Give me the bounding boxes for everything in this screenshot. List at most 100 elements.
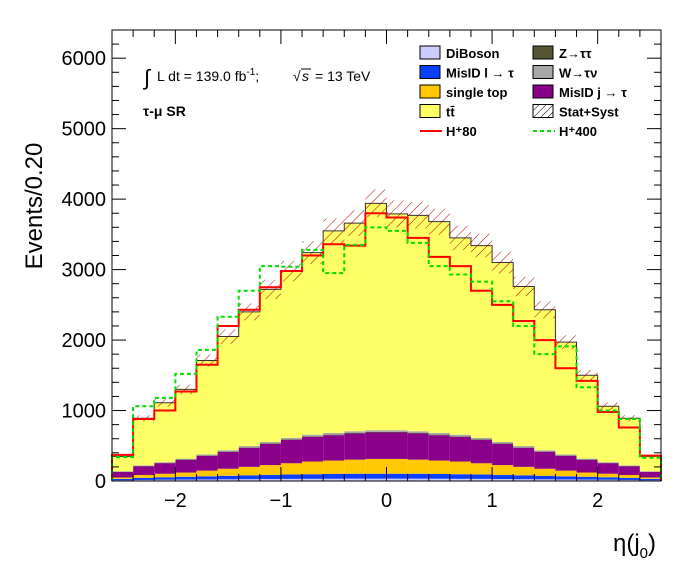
stat-syst-band-bin-5: [217, 329, 239, 344]
bar-5-bin-1: [133, 465, 155, 466]
bar-3-bin-1: [133, 466, 155, 476]
stat-syst-band-bin-14: [407, 202, 429, 229]
bar-2-bin-7: [259, 465, 281, 475]
bar-1-bin-0: [112, 478, 134, 481]
bar-5-bin-17: [470, 437, 493, 440]
bar-3-bin-10: [323, 435, 345, 461]
bar-3-bin-3: [175, 459, 197, 473]
bar-2-bin-21: [555, 470, 577, 477]
bar-2-bin-4: [196, 470, 218, 477]
bar-1-bin-8: [280, 474, 303, 479]
stat-syst-band-bin-22: [576, 370, 598, 381]
bar-2-bin-11: [344, 459, 366, 474]
bar-2-bin-5: [217, 468, 239, 476]
bar-2-bin-17: [470, 463, 493, 475]
svg-text:L dt = 139.0 fb-1;: L dt = 139.0 fb-1;: [157, 67, 259, 84]
bar-6-bin-24: [618, 418, 640, 466]
bar-0-bin-11: [344, 478, 366, 481]
bar-0-bin-14: [407, 478, 429, 481]
bar-0-bin-19: [513, 479, 535, 481]
bar-3-bin-22: [576, 459, 598, 473]
x-tick-label: 1: [487, 490, 498, 512]
stat-syst-band-bin-15: [428, 208, 450, 235]
bar-1-bin-1: [133, 477, 155, 480]
bar-6-bin-9: [302, 252, 324, 435]
bar-1-bin-22: [576, 476, 598, 480]
bar-3-bin-17: [470, 439, 493, 464]
bar-2-bin-24: [618, 475, 640, 478]
bar-4-bin-13: [386, 431, 408, 433]
bar-4-bin-12: [365, 431, 387, 433]
bar-5-bin-3: [175, 458, 197, 460]
bar-0-bin-21: [555, 479, 577, 481]
stat-syst-band-bin-2: [154, 398, 176, 407]
bar-0-bin-10: [323, 478, 345, 481]
bar-4-bin-17: [470, 439, 493, 440]
svg-text:Stat+Syst: Stat+Syst: [559, 105, 619, 120]
bar-6-bin-18: [492, 262, 514, 443]
svg-text:DiBoson: DiBoson: [446, 46, 500, 61]
stat-syst-band-bin-9: [302, 241, 324, 265]
bar-4-bin-11: [344, 433, 366, 434]
bar-0-bin-9: [302, 478, 324, 481]
bar-1-bin-21: [555, 476, 577, 480]
lumi-annotation: ∫ L dt = 139.0 fb-1; √ s = 13 TeV: [142, 65, 371, 90]
region-label: τ-μ SR: [143, 103, 186, 119]
bar-1-bin-12: [365, 473, 387, 479]
svg-text:MisID l → τ: MisID l → τ: [446, 66, 514, 81]
y-tick-label: 0: [95, 471, 106, 493]
stat-syst-band-bin-10: [323, 218, 345, 244]
bar-0-bin-12: [365, 478, 387, 481]
bar-1-bin-20: [534, 475, 556, 480]
bar-3-bin-24: [618, 466, 640, 476]
bar-0-bin-5: [217, 479, 239, 481]
bar-6-bin-6: [238, 311, 260, 447]
bar-6-bin-25: [639, 456, 661, 472]
bar-6-bin-8: [280, 271, 303, 438]
bar-3-bin-25: [639, 471, 661, 478]
bar-6-bin-11: [344, 223, 366, 432]
bar-4-bin-10: [323, 434, 345, 436]
bar-2-bin-1: [133, 475, 155, 478]
legend-entry-6: tt̄: [419, 104, 455, 120]
bar-2-bin-9: [302, 461, 324, 475]
bar-5-bin-8: [280, 437, 303, 440]
bar-1-bin-19: [513, 475, 535, 480]
bar-1-bin-25: [639, 478, 661, 481]
bar-0-bin-17: [470, 478, 493, 481]
legend-entry-4: single top: [419, 84, 507, 100]
bar-3-bin-6: [238, 447, 260, 467]
legend-entry-2: MisID l → τ: [419, 65, 514, 81]
bar-6-bin-7: [259, 289, 281, 443]
bar-1-bin-2: [154, 477, 176, 480]
stat-syst-band-bin-0: [112, 455, 134, 458]
bar-1-bin-10: [323, 473, 345, 479]
bar-6-bin-0: [112, 456, 134, 472]
legend-entry-9: H⁺400: [533, 124, 597, 139]
bar-1-bin-6: [238, 475, 260, 480]
bar-6-bin-21: [555, 342, 577, 455]
bar-0-bin-13: [386, 478, 408, 481]
stat-syst-band-bin-24: [618, 415, 640, 422]
bar-1-bin-3: [175, 476, 197, 480]
bar-3-bin-19: [513, 447, 535, 467]
bar-5-bin-15: [428, 432, 450, 435]
bar-2-bin-20: [534, 468, 556, 476]
bar-5-bin-7: [259, 442, 281, 444]
integral-sign: ∫: [142, 65, 152, 90]
stat-syst-band-bin-19: [513, 276, 535, 297]
bar-5-bin-24: [618, 465, 640, 466]
bar-5-bin-21: [555, 454, 577, 456]
bar-5-bin-20: [534, 450, 556, 452]
x-axis-title-close: ): [648, 530, 656, 557]
bar-5-bin-11: [344, 431, 366, 434]
x-tick-label: 2: [592, 490, 603, 512]
stat-syst-band-bin-18: [492, 251, 514, 274]
bar-3-bin-11: [344, 433, 366, 460]
bar-5-bin-13: [386, 430, 408, 432]
bar-3-bin-2: [154, 463, 176, 474]
y-tick-label: 3000: [62, 260, 107, 282]
svg-text:single top: single top: [446, 85, 507, 100]
bar-3-bin-12: [365, 432, 387, 459]
svg-text:H⁺80: H⁺80: [446, 124, 477, 139]
